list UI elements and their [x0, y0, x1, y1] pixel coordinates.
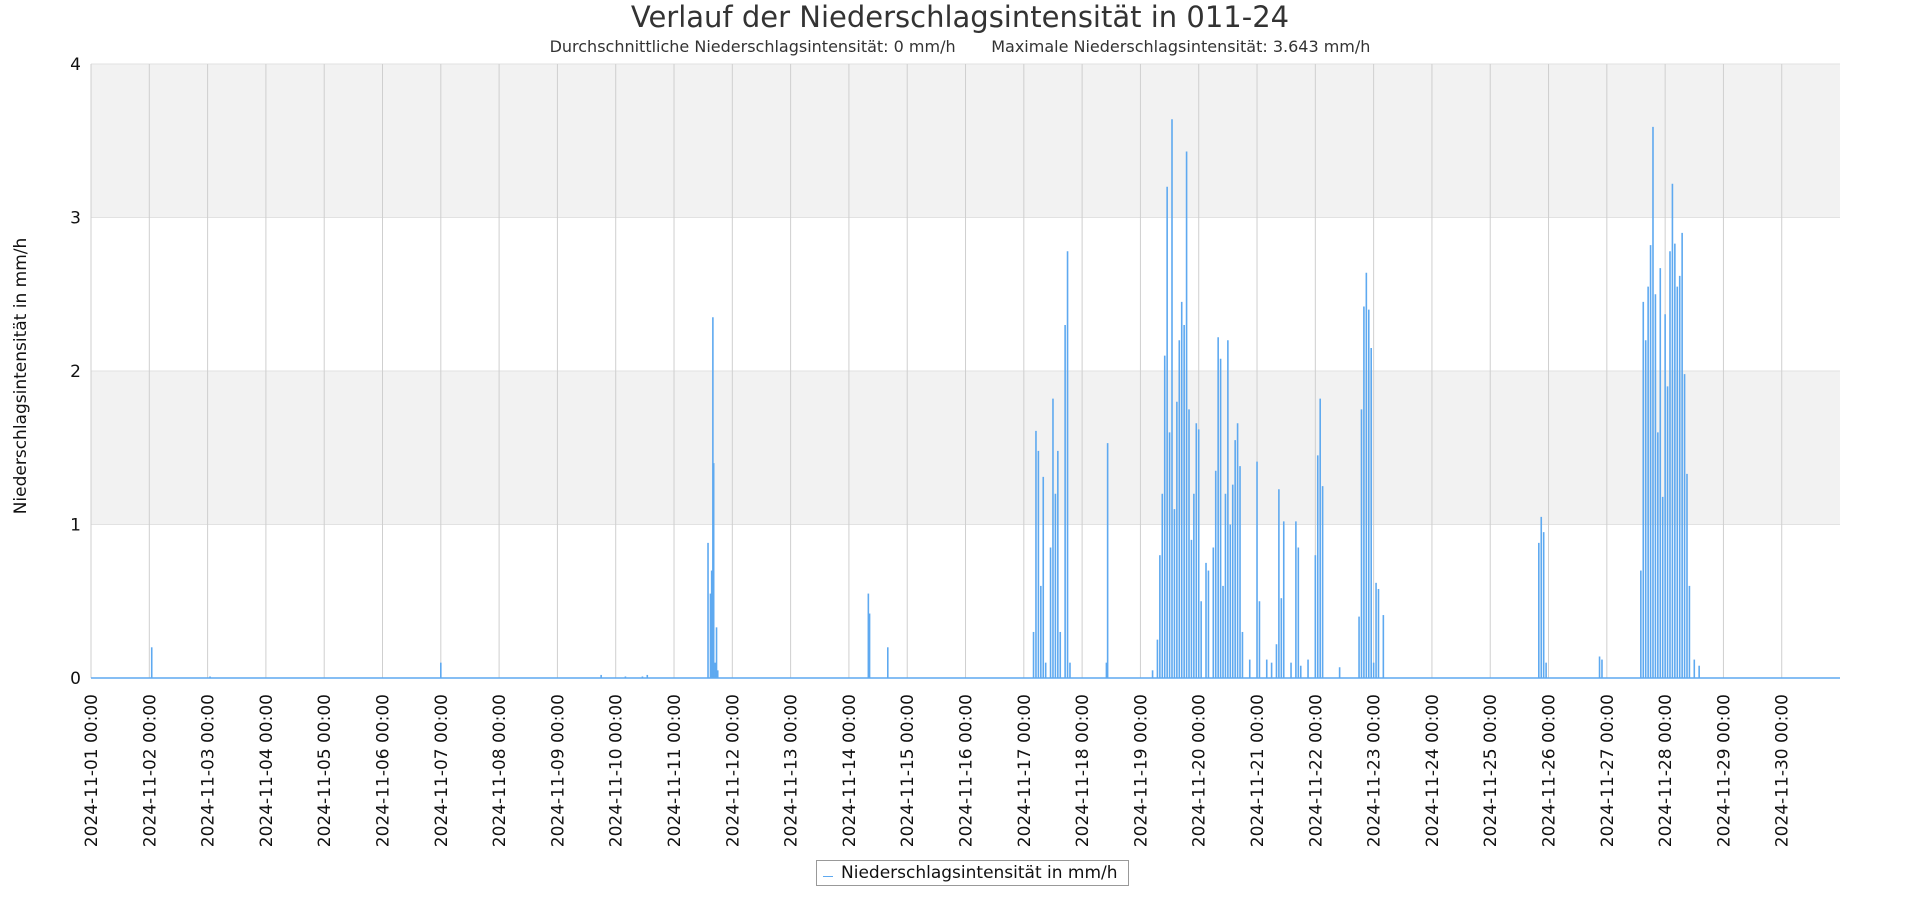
x-tick-label: 2024-11-25 00:00 [1481, 694, 1501, 847]
chart-title: Verlauf der Niederschlagsintensität in 0… [630, 0, 1290, 34]
y-tick-label: 1 [70, 516, 81, 536]
legend-label: Niederschlagsintensität in mm/h [841, 863, 1118, 883]
y-axis-ticks: 0 1 2 3 4 [70, 55, 81, 689]
x-tick-label: 2024-11-27 00:00 [1598, 694, 1618, 847]
x-tick-label: 2024-11-15 00:00 [898, 694, 918, 847]
y-tick-label: 0 [70, 669, 81, 689]
x-tick-label: 2024-11-23 00:00 [1365, 694, 1385, 847]
x-tick-label: 2024-11-03 00:00 [199, 694, 219, 847]
x-tick-label: 2024-11-19 00:00 [1131, 694, 1151, 847]
x-tick-label: 2024-11-12 00:00 [723, 694, 743, 847]
y-tick-label: 4 [70, 55, 81, 75]
x-tick-label: 2024-11-11 00:00 [665, 694, 685, 847]
x-tick-label: 2024-11-18 00:00 [1073, 694, 1093, 847]
vertical-gridlines [90, 64, 1783, 678]
legend-swatch [823, 875, 833, 877]
x-tick-label: 2024-11-14 00:00 [840, 694, 860, 847]
y-axis-label: Niederschlagsintensität in mm/h [11, 238, 31, 515]
x-tick-label: 2024-11-08 00:00 [490, 694, 510, 847]
x-tick-label: 2024-11-06 00:00 [374, 694, 394, 847]
x-tick-label: 2024-11-30 00:00 [1773, 694, 1793, 847]
x-tick-label: 2024-11-07 00:00 [432, 694, 452, 847]
x-tick-label: 2024-11-01 00:00 [82, 694, 102, 847]
x-tick-label: 2024-11-26 00:00 [1540, 694, 1560, 847]
x-tick-label: 2024-11-22 00:00 [1306, 694, 1326, 847]
chart-subtitle: Durchschnittliche Niederschlagsintensitä… [549, 37, 1371, 56]
series-layer [91, 119, 1840, 679]
x-tick-label: 2024-11-29 00:00 [1714, 694, 1734, 847]
y-tick-label: 3 [70, 209, 81, 229]
x-tick-label: 2024-11-05 00:00 [315, 694, 335, 847]
x-tick-label: 2024-11-21 00:00 [1248, 694, 1268, 847]
legend[interactable]: Niederschlagsintensität in mm/h [816, 860, 1129, 886]
x-tick-label: 2024-11-10 00:00 [607, 694, 627, 847]
y-tick-label: 2 [70, 362, 81, 382]
x-tick-label: 2024-11-16 00:00 [957, 694, 977, 847]
x-tick-label: 2024-11-24 00:00 [1423, 694, 1443, 847]
x-tick-label: 2024-11-28 00:00 [1656, 694, 1676, 847]
x-tick-label: 2024-11-13 00:00 [782, 694, 802, 847]
x-tick-label: 2024-11-09 00:00 [548, 694, 568, 847]
x-axis-ticks: 2024-11-01 00:00 2024-11-02 00:00 2024-11-… [82, 694, 1793, 847]
x-tick-label: 2024-11-17 00:00 [1015, 694, 1035, 847]
x-tick-label: 2024-11-02 00:00 [140, 694, 160, 847]
x-tick-label: 2024-11-04 00:00 [257, 694, 277, 847]
x-tick-label: 2024-11-20 00:00 [1190, 694, 1210, 847]
